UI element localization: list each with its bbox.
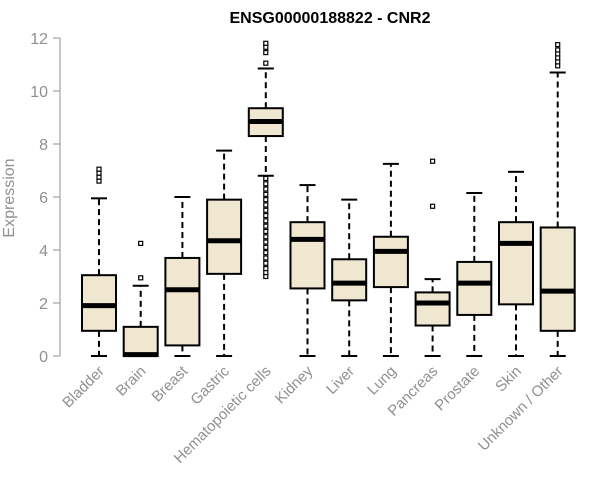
outlier-point bbox=[138, 240, 144, 246]
box-body bbox=[122, 325, 159, 358]
y-axis: 0 2 4 6 8 10 12 bbox=[30, 31, 61, 366]
box-skin bbox=[498, 170, 534, 357]
outlier-point bbox=[263, 49, 269, 56]
y-tick-label-6: 6 bbox=[39, 190, 48, 207]
outlier-point bbox=[263, 228, 269, 235]
box-gastric bbox=[206, 149, 243, 357]
outlier-point bbox=[263, 207, 269, 213]
outlier-point bbox=[263, 239, 269, 245]
box-body bbox=[331, 258, 368, 302]
outlier-point bbox=[263, 191, 269, 197]
box-breast bbox=[164, 196, 201, 357]
outlier-point bbox=[263, 181, 269, 187]
outlier-point bbox=[263, 218, 269, 224]
box-body bbox=[414, 291, 451, 327]
outlier-point bbox=[430, 203, 436, 209]
outlier-point bbox=[430, 158, 436, 164]
box-liver bbox=[331, 198, 368, 357]
y-axis-label: Expression bbox=[1, 158, 18, 237]
chart-title: ENSG00000188822 - CNR2 bbox=[229, 10, 430, 27]
outlier-point bbox=[263, 260, 269, 266]
box-body bbox=[456, 260, 493, 316]
box-body bbox=[289, 221, 326, 290]
outlier-point bbox=[263, 265, 269, 272]
y-tick-label-2: 2 bbox=[39, 296, 48, 313]
outlier-point bbox=[263, 197, 269, 203]
box-body bbox=[372, 235, 409, 289]
box-body bbox=[539, 226, 576, 332]
box-kidney bbox=[289, 184, 326, 357]
box-body bbox=[164, 256, 201, 347]
x-label-breast: Breast bbox=[149, 362, 192, 405]
y-tick-label-4: 4 bbox=[39, 243, 48, 260]
box-unknown-other bbox=[539, 42, 576, 357]
x-label-brain: Brain bbox=[113, 363, 150, 400]
outlier-point bbox=[263, 250, 269, 256]
outlier-point bbox=[555, 42, 561, 48]
box-body bbox=[206, 198, 243, 275]
x-label-liver: Liver bbox=[323, 363, 358, 398]
x-label-prostate: Prostate bbox=[432, 363, 484, 415]
outlier-point bbox=[263, 40, 269, 46]
box-body bbox=[81, 274, 117, 332]
outlier-point bbox=[263, 60, 269, 66]
outlier-point bbox=[96, 166, 102, 172]
box-hematopoietic-cells bbox=[247, 40, 284, 280]
outlier-point bbox=[555, 47, 561, 53]
outlier-point bbox=[263, 223, 269, 229]
x-label-lung: Lung bbox=[364, 363, 400, 399]
outlier-point bbox=[263, 212, 269, 219]
box-body bbox=[498, 221, 534, 306]
x-label-skin: Skin bbox=[492, 363, 525, 396]
outlier-point bbox=[138, 275, 144, 281]
x-label-bladder: Bladder bbox=[59, 363, 108, 412]
box-prostate bbox=[456, 192, 493, 357]
y-tick-label-10: 10 bbox=[30, 84, 48, 101]
y-tick-label-0: 0 bbox=[39, 349, 48, 366]
box-bladder bbox=[81, 166, 117, 357]
y-tick-label-8: 8 bbox=[39, 137, 48, 154]
boxes-group bbox=[81, 40, 576, 358]
y-tick-label-12: 12 bbox=[30, 31, 48, 48]
outlier-point bbox=[263, 175, 269, 182]
box-brain bbox=[122, 240, 159, 358]
outlier-point bbox=[263, 244, 269, 250]
outlier-point bbox=[263, 234, 269, 240]
outlier-point bbox=[263, 255, 269, 261]
x-label-kidney: Kidney bbox=[272, 362, 317, 407]
box-lung bbox=[372, 162, 409, 357]
box-pancreas bbox=[414, 158, 451, 357]
outlier-point bbox=[263, 202, 269, 208]
outlier-point bbox=[263, 186, 269, 192]
